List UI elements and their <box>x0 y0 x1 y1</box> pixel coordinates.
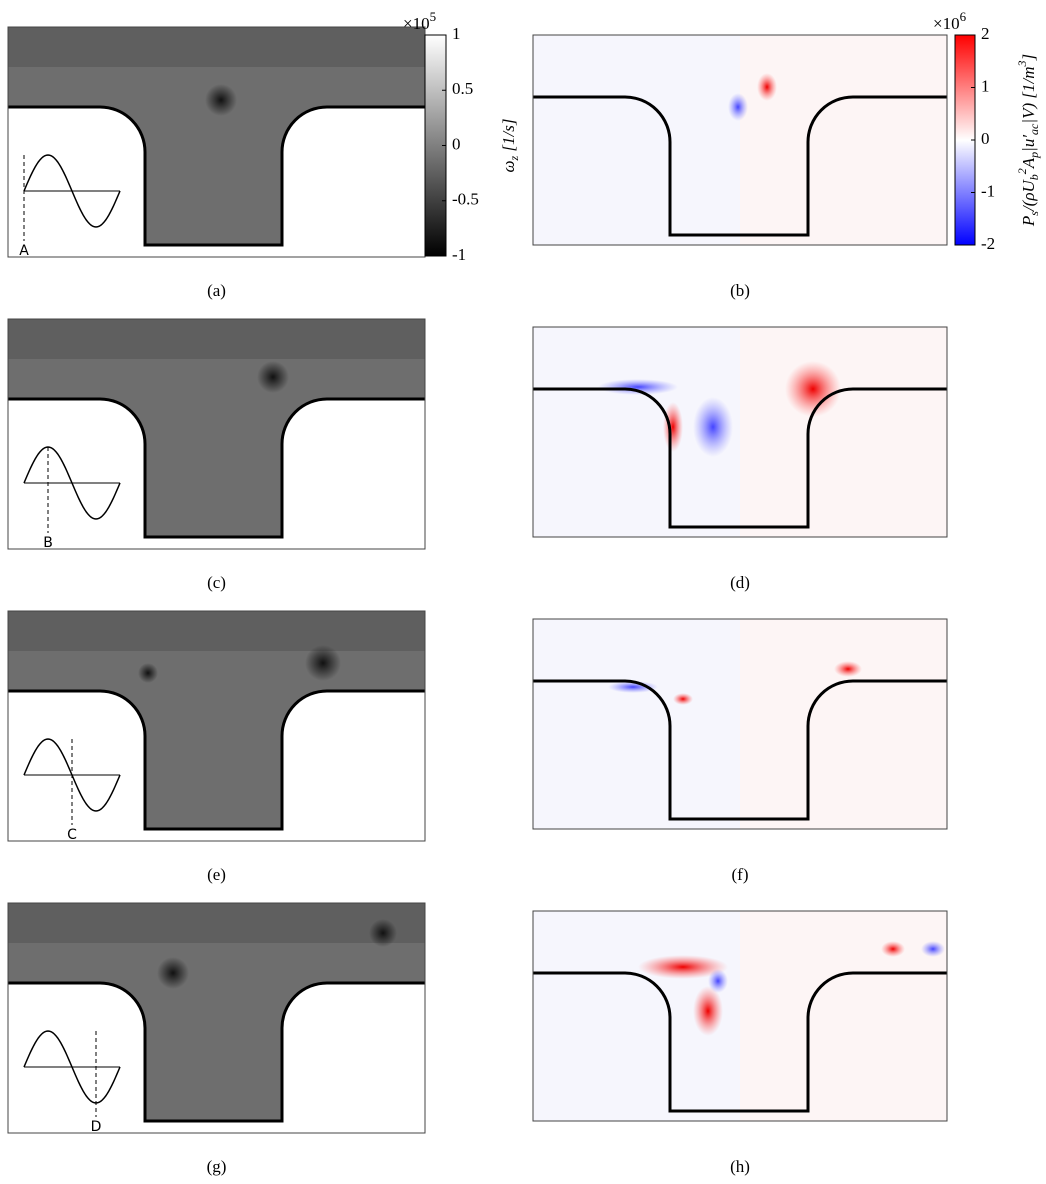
label-part: A <box>1019 157 1038 169</box>
label-part: P <box>1019 216 1038 227</box>
solid-region <box>8 399 425 549</box>
panel-caption: (a) <box>207 281 226 300</box>
source-field-right <box>740 35 947 245</box>
label-part: b <box>1027 174 1041 180</box>
solid-region <box>8 691 425 841</box>
colorbar-tick-label: -1 <box>452 245 466 264</box>
source-blob <box>785 361 841 417</box>
phase-label: B <box>43 535 53 551</box>
vortex <box>205 84 237 116</box>
phase-label: D <box>91 1119 102 1135</box>
wall <box>533 679 947 821</box>
source-field-right <box>740 911 947 1121</box>
label-part: ] <box>1019 54 1038 62</box>
phase-label: C <box>67 827 77 843</box>
wall <box>8 105 425 247</box>
label-part: p <box>1027 152 1041 159</box>
colorbar-tick-label: -2 <box>981 234 995 253</box>
wall <box>8 397 425 539</box>
panel-caption: (b) <box>730 281 750 300</box>
source-blob <box>728 93 748 121</box>
multiplier-exponent: 6 <box>960 9 967 24</box>
vortex <box>157 957 189 989</box>
vortex <box>305 645 341 681</box>
source-blob <box>693 986 723 1036</box>
label-part: ac <box>1027 123 1041 135</box>
colorbar-tick-label: 2 <box>981 24 990 43</box>
frame <box>532 34 948 246</box>
label-part: [1/s] <box>499 118 518 155</box>
solid-region <box>8 983 425 1133</box>
multiplier-base: ×10 <box>403 14 430 33</box>
label-part: |u′ <box>1019 135 1038 152</box>
wall <box>533 971 947 1113</box>
colorbar-tick-label: -1 <box>981 181 995 200</box>
colorbar-multiplier: ×105 <box>403 9 436 33</box>
multiplier-base: ×10 <box>933 14 960 33</box>
vortex <box>369 919 397 947</box>
label-part: 3 <box>1015 61 1029 68</box>
phase-label: A <box>19 243 29 259</box>
source-field-right <box>740 619 947 829</box>
panel-caption: (g) <box>207 1157 227 1176</box>
panel-caption: (h) <box>730 1157 750 1176</box>
label-part: /(ρU <box>1019 179 1038 213</box>
colorbar-tick-label: 0 <box>981 129 990 148</box>
label-part: 2 <box>1015 168 1029 174</box>
source-blob <box>598 379 678 395</box>
source-blob <box>663 402 683 452</box>
source-blob <box>693 397 733 457</box>
wall <box>533 95 947 237</box>
wall <box>533 387 947 529</box>
source-blob <box>638 955 728 979</box>
label-part: |V) [1/m <box>1019 67 1038 124</box>
label-part: z <box>507 155 521 161</box>
panel-caption: (d) <box>730 573 750 592</box>
source-blob <box>757 73 777 101</box>
frame <box>532 326 948 538</box>
source-blob <box>708 969 728 993</box>
source-blob <box>608 681 658 693</box>
colorbar-multiplier: ×106 <box>933 9 967 33</box>
panel-caption: (c) <box>207 573 226 592</box>
label-part: ω <box>499 160 518 172</box>
frame <box>532 910 948 1122</box>
frame <box>7 902 426 1134</box>
colorbar-tick-label: -0.5 <box>452 190 479 209</box>
frame <box>532 618 948 830</box>
vortex <box>138 663 158 683</box>
channel-shade <box>8 611 425 651</box>
source-blob <box>881 941 905 957</box>
multiplier-exponent: 5 <box>430 9 437 24</box>
panel-caption: (e) <box>207 865 226 884</box>
label-part: s <box>1027 211 1041 216</box>
inset-sine <box>23 446 121 520</box>
source-blob <box>834 661 862 677</box>
colorbar-label: ωz [1/s] <box>499 118 521 172</box>
inset-sine <box>23 1030 121 1104</box>
panel-caption: (f) <box>732 865 749 884</box>
source-blob <box>673 693 693 705</box>
source-blob <box>921 941 945 957</box>
solid-region <box>8 107 425 257</box>
wall <box>8 689 425 831</box>
colorbar-tick-label: 1 <box>452 24 461 43</box>
inset-sine <box>23 154 121 228</box>
channel-shade <box>8 903 425 943</box>
frame <box>7 318 426 550</box>
channel-shade <box>8 319 425 359</box>
colorbar-tick-label: 0 <box>452 134 461 153</box>
colorbar-tick-label: 0.5 <box>452 79 473 98</box>
source-field-right <box>740 327 947 537</box>
channel-shade <box>8 27 425 67</box>
colorbar-label: Ps/(ρUb2Ap|u′ac|V) [1/m3] <box>1015 54 1041 227</box>
vortex <box>257 361 289 393</box>
frame <box>7 610 426 842</box>
colorbar-tick-label: 1 <box>981 76 990 95</box>
wall <box>8 981 425 1123</box>
